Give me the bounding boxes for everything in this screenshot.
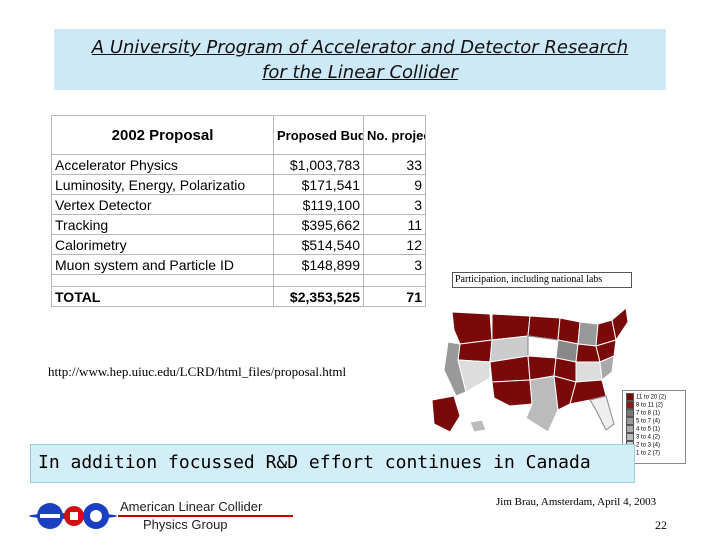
row-area: Luminosity, Energy, Polarizatio — [51, 174, 274, 195]
alcpg-logo — [29, 503, 117, 529]
map-caption: Participation, including national labs — [452, 272, 632, 288]
total-projects: 71 — [363, 286, 426, 307]
legend-swatch — [626, 425, 634, 433]
table-row: Accelerator Physics $1,003,783 33 — [51, 154, 426, 175]
row-budget: $119,100 — [273, 194, 364, 215]
table-row: Muon system and Particle ID $148,899 3 — [51, 254, 426, 275]
banner-text: In addition focussed R&D effort continue… — [38, 452, 591, 473]
row-area: Vertex Detector — [51, 194, 274, 215]
slide-title-line1: A University Program of Accelerator and … — [91, 37, 629, 58]
table-total-row: TOTAL $2,353,525 71 — [51, 286, 426, 307]
row-area: Tracking — [51, 214, 274, 235]
legend-item: 3 to 4 (2) — [626, 433, 660, 441]
legend-swatch — [626, 417, 634, 425]
legend-swatch — [626, 409, 634, 417]
row-projects: 9 — [363, 174, 426, 195]
legend-item: 8 to 11 (2) — [626, 401, 663, 409]
table-row: Tracking $395,662 11 — [51, 214, 426, 235]
table-header-row: 2002 Proposal Proposed Budget No. projec… — [51, 115, 426, 155]
org-divider — [118, 515, 293, 517]
legend-swatch — [626, 393, 634, 401]
us-participation-map — [431, 307, 629, 433]
legend-swatch — [626, 433, 634, 441]
legend-item: 5 to 7 (4) — [626, 417, 660, 425]
row-budget: $514,540 — [273, 234, 364, 255]
total-budget: $2,353,525 — [273, 286, 364, 307]
row-projects: 33 — [363, 154, 426, 175]
table-row: Luminosity, Energy, Polarizatio $171,541… — [51, 174, 426, 195]
row-projects: 3 — [363, 254, 426, 275]
page-number: 22 — [655, 518, 667, 532]
table-spacer-row — [51, 274, 426, 287]
row-projects: 11 — [363, 214, 426, 235]
legend-swatch — [626, 401, 634, 409]
row-projects: 3 — [363, 194, 426, 215]
row-budget: $171,541 — [273, 174, 364, 195]
footer-credit: Jim Brau, Amsterdam, April 4, 2003 — [496, 496, 657, 508]
row-budget: $1,003,783 — [273, 154, 364, 175]
legend-item: 7 to 8 (1) — [626, 409, 660, 417]
row-area: Muon system and Particle ID — [51, 254, 274, 275]
header-proposal: 2002 Proposal — [51, 115, 274, 155]
row-area: Calorimetry — [51, 234, 274, 255]
budget-table: 2002 Proposal Proposed Budget No. projec… — [51, 115, 426, 307]
table-row: Vertex Detector $119,100 3 — [51, 194, 426, 215]
total-label: TOTAL — [51, 286, 274, 307]
legend-item: 11 to 20 (2) — [626, 393, 666, 401]
row-budget: $395,662 — [273, 214, 364, 235]
table-row: Calorimetry $514,540 12 — [51, 234, 426, 255]
row-projects: 12 — [363, 234, 426, 255]
header-budget: Proposed Budget — [273, 115, 364, 155]
title-box: A University Program of Accelerator and … — [54, 29, 666, 90]
canada-banner: In addition focussed R&D effort continue… — [30, 444, 635, 483]
row-area: Accelerator Physics — [51, 154, 274, 175]
org-name-line1: American Linear Collider — [120, 499, 263, 514]
legend-item: 4 to 5 (1) — [626, 425, 660, 433]
org-name-line2: Physics Group — [143, 517, 228, 532]
slide-title-line2: for the Linear Collider — [262, 62, 458, 83]
row-budget: $148,899 — [273, 254, 364, 275]
proposal-url[interactable]: http://www.hep.uiuc.edu/LCRD/html_files/… — [48, 364, 347, 379]
header-projects: No. projects — [363, 115, 426, 155]
